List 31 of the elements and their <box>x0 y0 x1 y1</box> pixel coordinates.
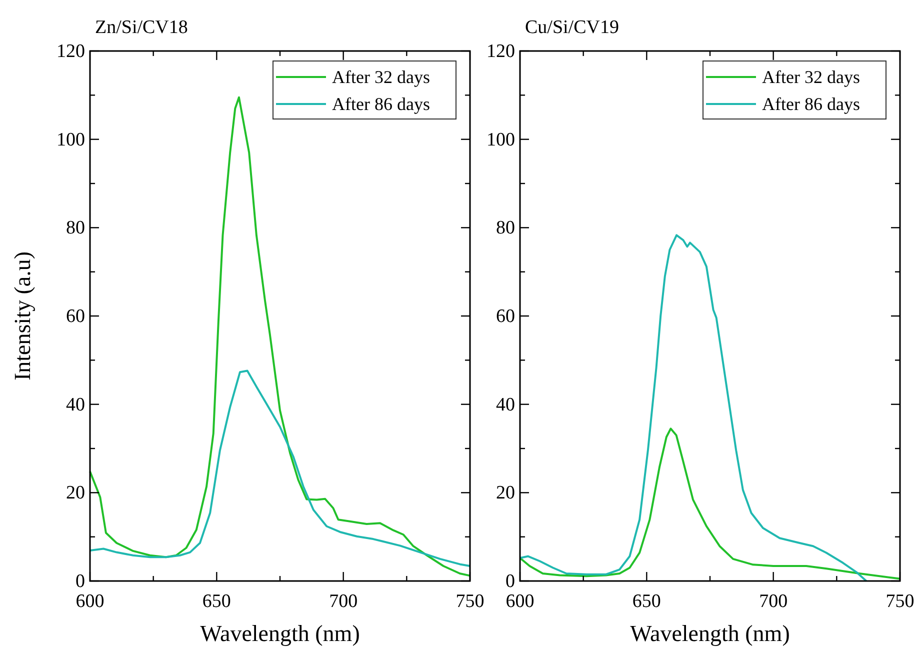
x-tick-label: 750 <box>886 591 914 612</box>
y-tick-label: 100 <box>56 129 85 150</box>
y-tick-label: 60 <box>496 306 515 327</box>
y-tick-label: 60 <box>66 306 85 327</box>
y-tick-label: 40 <box>66 394 85 416</box>
legend-label: After 86 days <box>332 94 430 114</box>
y-tick-label: 0 <box>76 571 85 592</box>
y-tick-label: 100 <box>486 129 515 150</box>
y-tick-label: 80 <box>496 218 515 239</box>
legend-label: After 86 days <box>762 94 860 114</box>
x-tick-label: 750 <box>456 591 484 612</box>
x-tick-label: 600 <box>76 591 104 612</box>
legend-label: After 32 days <box>762 67 860 87</box>
x-tick-label: 700 <box>329 591 358 612</box>
chart-title: Zn/Si/CV18 <box>95 17 188 38</box>
legend-label: After 32 days <box>332 67 430 87</box>
y-tick-label: 40 <box>496 394 515 416</box>
y-tick-label: 80 <box>66 218 85 239</box>
x-tick-label: 650 <box>632 591 661 612</box>
y-tick-label: 20 <box>496 482 515 504</box>
y-tick-label: 20 <box>66 482 85 504</box>
x-tick-label: 600 <box>506 591 534 612</box>
y-tick-label: 0 <box>506 571 515 592</box>
y-tick-label: 120 <box>486 41 515 62</box>
x-tick-label: 650 <box>202 591 231 612</box>
y-axis-title: Intensity (a.u) <box>10 251 35 381</box>
chart-title: Cu/Si/CV19 <box>525 17 619 38</box>
x-axis-title: Wavelength (nm) <box>630 621 790 646</box>
x-tick-label: 700 <box>759 591 788 612</box>
x-axis-title: Wavelength (nm) <box>200 621 360 646</box>
y-tick-label: 120 <box>56 41 85 62</box>
